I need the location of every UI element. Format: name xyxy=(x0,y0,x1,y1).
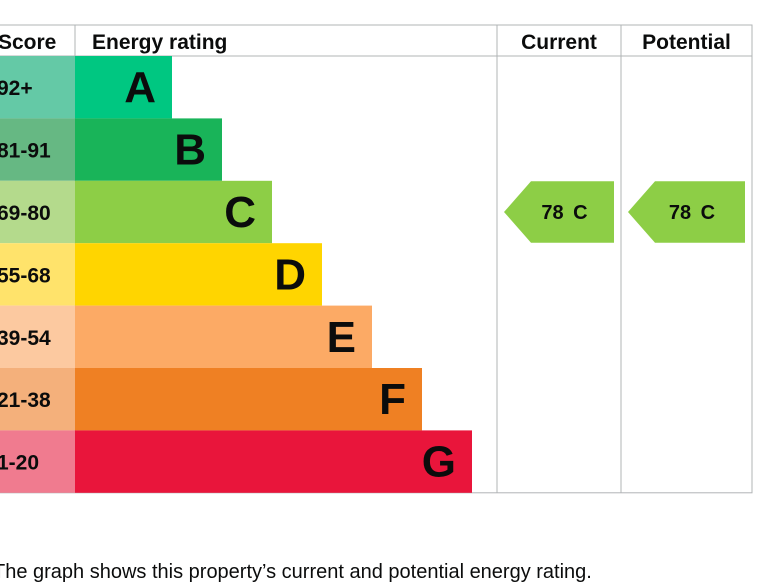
rating-bar-f xyxy=(75,368,422,431)
score-range-g: 1-20 xyxy=(0,452,39,475)
score-range-c: 69-80 xyxy=(0,202,51,225)
score-range-f: 21-38 xyxy=(0,389,51,412)
band-letter-c: C xyxy=(224,188,256,237)
band-letter-g: G xyxy=(422,438,456,487)
rating-indicators: 78 C 78 C xyxy=(504,181,745,243)
graph-caption: The graph shows this property’s current … xyxy=(0,561,592,583)
score-cell-d xyxy=(0,243,75,306)
rating-bar-b xyxy=(75,118,222,181)
score-cell-e xyxy=(0,305,75,368)
rating-bar-e xyxy=(75,305,372,368)
rating-bar-d xyxy=(75,243,322,306)
score-cell-b xyxy=(0,118,75,181)
score-range-a: 92+ xyxy=(0,77,33,100)
rating-bands: 92+ A 81-91 B 69-80 C 55-68 D 39-54 E 21-38 F 1-20 G xyxy=(0,56,472,493)
band-letter-b: B xyxy=(174,126,206,175)
energy-rating-chart: Score Energy rating Current Potential 92+ A 8… xyxy=(0,24,753,494)
band-letter-a: A xyxy=(124,63,156,112)
rating-bar-c xyxy=(75,180,272,244)
band-letter-f: F xyxy=(379,375,406,424)
epc-graph: Score Energy rating Current Potential 92+ A 8… xyxy=(0,24,753,494)
score-cell-a xyxy=(0,56,75,119)
current-rating-label: 78 C xyxy=(541,202,587,224)
current-rating-arrow xyxy=(504,181,614,243)
potential-rating-arrow xyxy=(628,181,745,243)
band-letter-e: E xyxy=(327,313,356,362)
rating-bar-g xyxy=(75,430,472,493)
rating-bar-a xyxy=(75,56,172,119)
header-energy-rating: Energy rating xyxy=(92,31,227,54)
potential-rating-label: 78 C xyxy=(669,202,715,224)
score-cell-g xyxy=(0,430,75,493)
score-cell-f xyxy=(0,368,75,431)
header-score: Score xyxy=(0,31,56,54)
score-range-d: 55-68 xyxy=(0,264,51,287)
score-cell-c xyxy=(0,180,75,244)
header-potential: Potential xyxy=(642,31,731,54)
score-range-e: 39-54 xyxy=(0,327,51,350)
score-range-b: 81-91 xyxy=(0,140,51,163)
band-letter-d: D xyxy=(274,250,306,299)
table-header: Score Energy rating Current Potential xyxy=(0,31,731,54)
header-current: Current xyxy=(521,31,597,54)
